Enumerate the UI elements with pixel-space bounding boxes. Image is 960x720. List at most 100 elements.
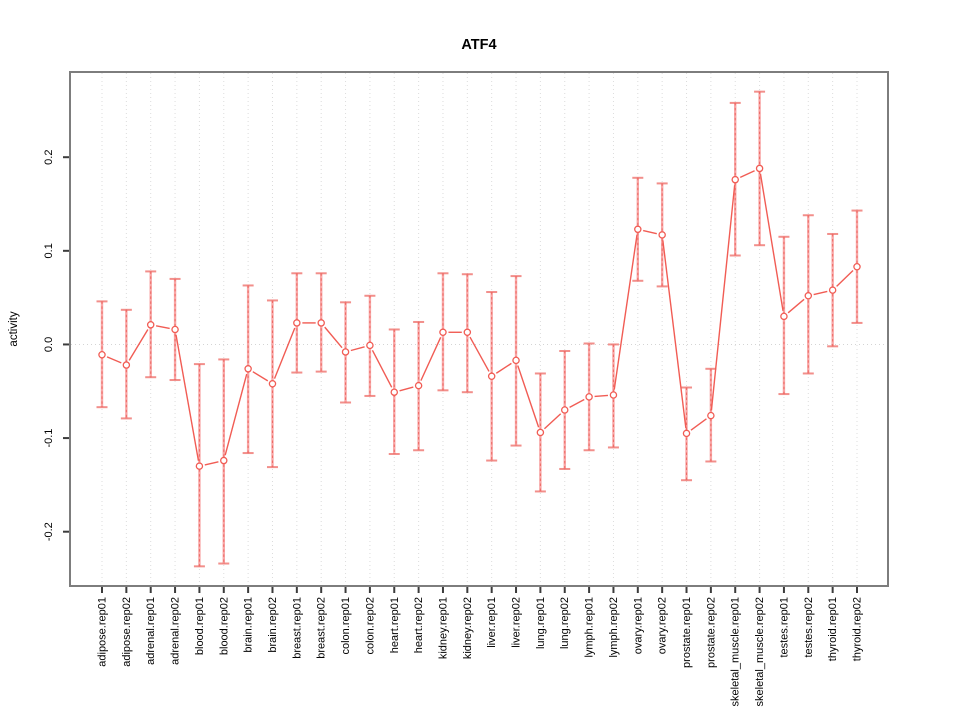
y-tick-label: -0.1 [43,429,55,448]
x-tick-label: colon.rep02 [364,597,376,655]
data-point [707,411,715,420]
data-point [244,365,252,373]
data-point [293,319,301,327]
y-tick-label: 0.0 [43,337,55,352]
x-tick-label: lymph.rep02 [608,597,620,658]
y-axis-label: activity [8,311,20,346]
series-segment [813,290,828,296]
data-point [658,231,666,239]
data-point [341,348,350,356]
x-tick-label: brain.rep02 [267,597,279,653]
data-point [439,328,447,337]
series-segment [739,170,755,179]
data-point [122,361,131,369]
data-point [98,350,106,359]
y-tick-label: 0.1 [43,243,55,258]
series-segment [469,336,490,372]
series-segment [613,234,638,390]
series-segment [594,394,609,398]
x-tick-label: testes.rep01 [778,597,790,658]
x-tick-label: lung.rep02 [559,597,571,649]
data-point [853,262,861,271]
data-point [560,406,569,414]
data-point [146,321,155,329]
x-tick-label: kidney.rep02 [462,597,474,659]
series-segment [569,398,585,408]
x-tick-label: testes.rep02 [803,597,815,658]
series-segment [543,413,562,430]
x-tick-label: adrenal.rep01 [145,597,157,665]
series-segment [495,362,512,374]
series-segment [643,229,657,235]
data-point [828,286,837,294]
x-tick-label: adrenal.rep02 [170,597,182,665]
x-tick-label: skeletal_muscle.rep01 [730,597,742,706]
x-tick-label: adipose.rep02 [121,597,133,667]
series-segment [371,349,393,388]
series-line [106,170,854,466]
series-segment [106,356,122,364]
series-segment [836,270,854,287]
data-point [585,393,593,401]
x-tick-label: heart.rep01 [389,597,401,653]
x-tick-label: thyroid.rep01 [827,597,839,661]
gridlines [101,73,858,585]
series-segment [224,373,248,456]
series-segment [787,298,805,314]
x-tick-label: breast.rep01 [291,597,303,659]
series-segment [662,240,687,429]
data-point [220,456,228,465]
data-point [487,372,496,381]
x-tick-label: ovary.rep01 [632,597,644,654]
series-segment [710,185,736,411]
series-segment [128,329,149,361]
data-point [171,325,179,334]
series-segment [690,418,707,431]
x-tick-label: breast.rep02 [316,597,328,659]
data-point [268,380,277,388]
x-tick-label: prostate.rep01 [681,597,693,668]
data-point [366,341,374,350]
x-tick-label: blood.rep01 [194,597,206,655]
data-point [390,388,399,396]
x-tick-label: blood.rep02 [218,597,230,655]
data-point [731,175,739,184]
plot-border [69,71,889,587]
series-segment [759,173,784,312]
series-segment [175,334,200,461]
x-tick-label: brain.rep01 [243,597,255,653]
series-segment [204,461,219,466]
data-point [609,391,618,399]
x-axis: adipose.rep01 adipose.rep02 adrenal.rep01 a… [97,586,864,706]
data-point [195,462,204,470]
data-point [512,356,520,365]
x-tick-label: heart.rep02 [413,597,425,653]
x-tick-label: ovary.rep02 [657,597,669,654]
series-segment [324,326,343,349]
y-tick-label: -0.2 [43,522,55,541]
x-tick-label: adipose.rep01 [97,597,109,667]
data-point [755,164,764,173]
series-segment [155,325,170,330]
series-segment [350,346,365,352]
data-point [780,312,788,321]
y-tick-label: 0.2 [43,150,55,165]
x-tick-label: liver.rep02 [511,597,523,648]
data-point [804,292,813,300]
series-segment [252,371,269,382]
chart-title: ATF4 [461,37,496,53]
x-tick-label: colon.rep01 [340,597,352,655]
series-segment [420,336,442,381]
data-point [682,429,691,438]
data-point [634,225,642,234]
x-tick-label: lymph.rep01 [584,597,596,658]
x-tick-label: lung.rep01 [535,597,547,649]
x-tick-label: prostate.rep02 [705,597,717,668]
error-bars [96,90,863,568]
x-tick-label: skeletal_muscle.rep02 [754,597,766,706]
data-point [463,328,472,337]
data-point [536,428,545,437]
x-tick-label: liver.rep01 [486,597,498,648]
